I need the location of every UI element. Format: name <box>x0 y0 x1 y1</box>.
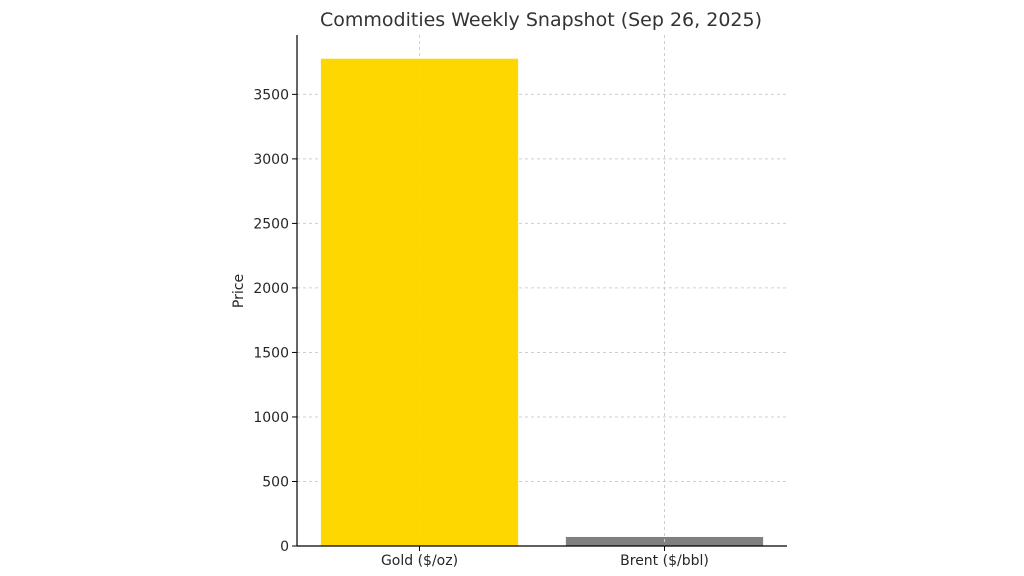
y-tick-label: 2000 <box>253 281 289 297</box>
bars <box>320 35 764 546</box>
x-ticks: Gold ($/oz) Brent ($/bbl) <box>381 546 709 569</box>
chart-title: Commodities Weekly Snapshot (Sep 26, 202… <box>320 9 762 31</box>
y-tick-label: 1500 <box>253 345 289 361</box>
y-ticks: 0 500 1000 1500 2000 2500 3000 3500 <box>253 87 297 555</box>
y-axis-label: Price <box>231 274 247 308</box>
y-tick-label: 1000 <box>253 410 289 426</box>
y-tick-label: 3500 <box>253 87 289 103</box>
x-tick-label: Brent ($/bbl) <box>620 553 709 569</box>
y-tick-label: 3000 <box>253 152 289 168</box>
y-tick-label: 2500 <box>253 216 289 232</box>
x-tick-label: Gold ($/oz) <box>381 553 458 569</box>
axes <box>296 35 787 547</box>
y-tick-label: 0 <box>280 539 289 555</box>
y-tick-label: 500 <box>262 474 289 490</box>
